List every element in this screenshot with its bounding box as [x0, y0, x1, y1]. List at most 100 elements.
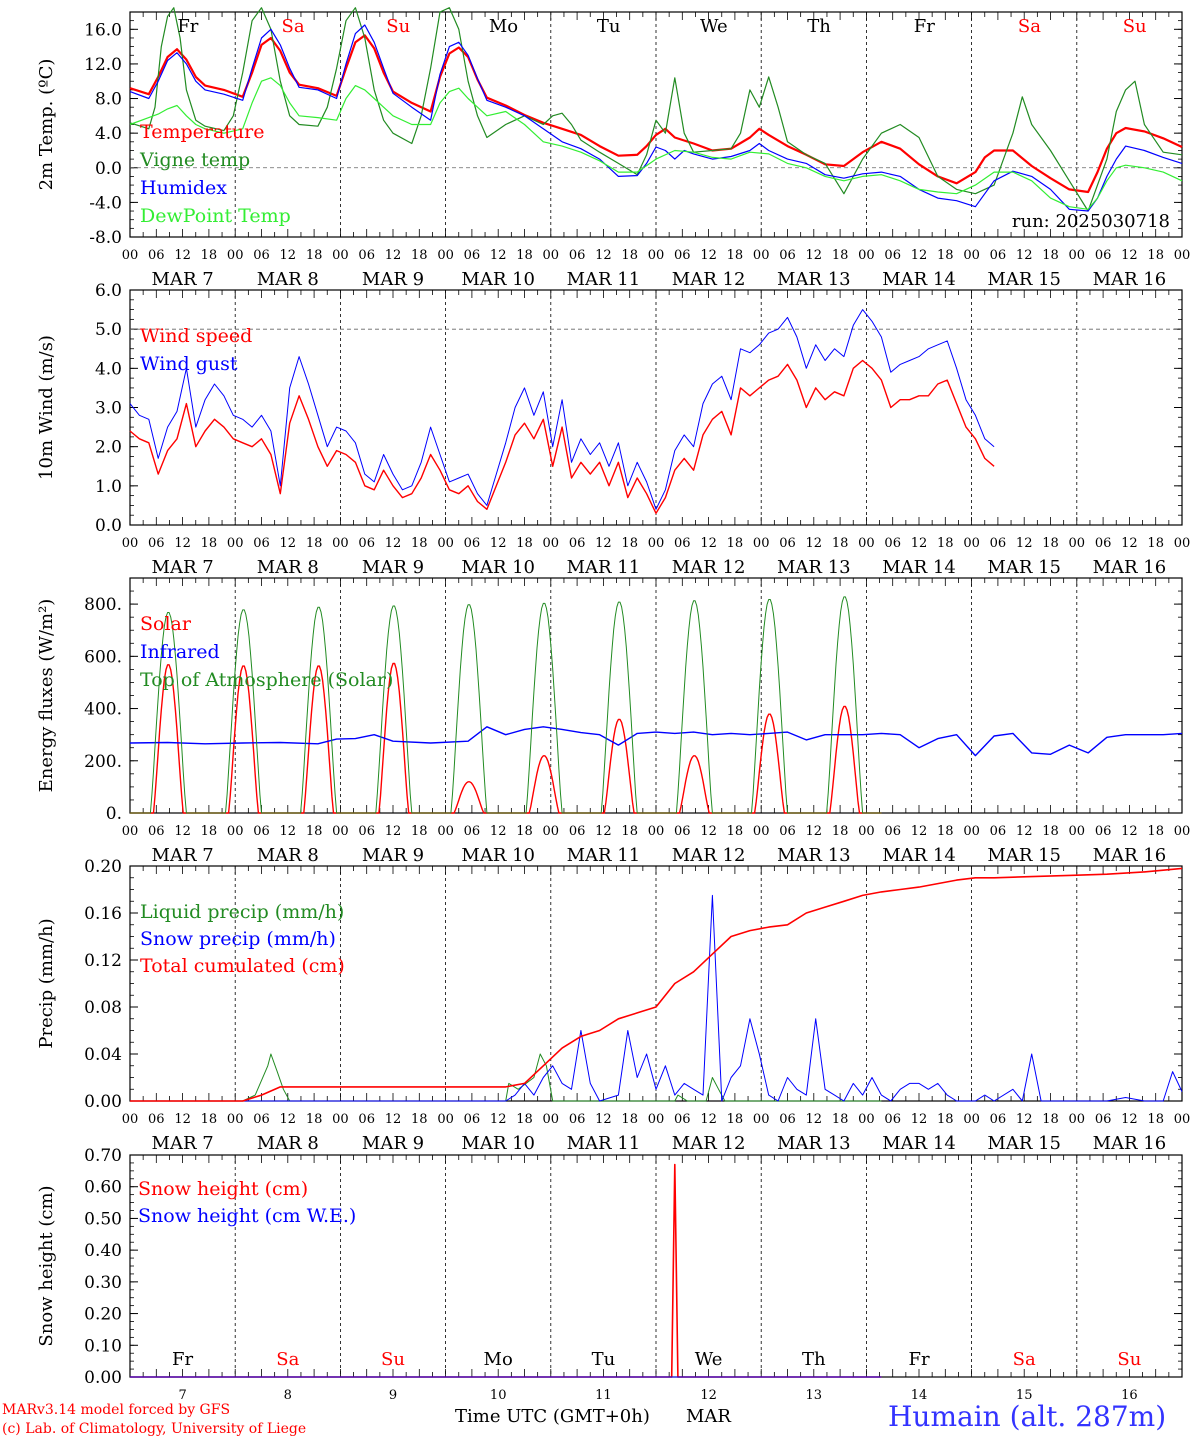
y-tick-label: 0.00 [84, 1092, 122, 1112]
hour-tick-label: 18 [832, 824, 849, 839]
hour-tick-label: 06 [253, 1112, 270, 1127]
series-line [129, 24, 1183, 212]
hour-tick-label: 18 [1147, 824, 1164, 839]
y-tick-label: -8.0 [89, 228, 122, 248]
date-label: MAR 12 [672, 269, 746, 290]
hour-tick-label: 06 [253, 248, 270, 263]
hour-tick-label: 18 [516, 248, 533, 263]
hour-tick-label: 06 [779, 536, 796, 551]
hour-tick-label: 00 [1069, 248, 1086, 263]
date-label: MAR 8 [257, 557, 319, 578]
hour-tick-label: 18 [516, 824, 533, 839]
series-line [129, 34, 1183, 194]
date-label: MAR 14 [882, 269, 956, 290]
hour-tick-label: 12 [280, 248, 297, 263]
y-tick-label: 4.0 [95, 124, 122, 144]
hour-tick-label: 18 [411, 536, 428, 551]
y-tick-label: 0.16 [84, 904, 122, 924]
date-label: MAR 7 [152, 557, 214, 578]
hour-tick-label: 18 [832, 248, 849, 263]
hour-tick-label: 00 [1174, 248, 1191, 263]
hour-tick-label: 18 [937, 824, 954, 839]
hour-tick-label: 12 [700, 1112, 717, 1127]
y-tick-label: 800. [84, 595, 122, 615]
hour-tick-label: 18 [411, 1112, 428, 1127]
hour-tick-label: 00 [227, 824, 244, 839]
y-tick-label: 0.50 [84, 1209, 122, 1229]
y-tick-label: 200. [84, 752, 122, 772]
panel-5: 0.70 0.60 0.50 0.40 0.30 0.20 0.10 0.00 Snow hei… [36, 1146, 1183, 1403]
hour-tick-label: 18 [306, 824, 323, 839]
hour-tick-label: 00 [122, 248, 139, 263]
legend-entry: Solar [140, 613, 192, 635]
hour-tick-label: 00 [1174, 824, 1191, 839]
y-tick-label: 4.0 [95, 359, 122, 379]
date-label: MAR 12 [672, 1133, 746, 1154]
day-name-label: Su [381, 1349, 405, 1370]
hour-tick-label: 06 [674, 824, 691, 839]
hour-tick-label: 00 [753, 1112, 770, 1127]
hour-tick-label: 06 [148, 824, 165, 839]
legend-entry: Total cumulated (cm) [140, 955, 345, 977]
hour-tick-label: 12 [280, 824, 297, 839]
y-tick-label: 600. [84, 647, 122, 667]
hour-tick-label: 00 [122, 824, 139, 839]
hour-tick-label: 18 [937, 1112, 954, 1127]
hour-tick-label: 18 [1042, 824, 1059, 839]
hour-tick-label: 18 [306, 1112, 323, 1127]
hour-tick-label: 00 [858, 248, 875, 263]
y-tick-label: 0.40 [84, 1241, 122, 1261]
date-label: 13 [806, 1388, 823, 1403]
hour-tick-label: 18 [727, 1112, 744, 1127]
date-label: MAR 9 [362, 1133, 424, 1154]
hour-tick-label: 00 [332, 536, 349, 551]
day-name-label: Tu [592, 1349, 616, 1370]
hour-tick-label: 00 [437, 1112, 454, 1127]
legend-entry: Wind speed [140, 325, 252, 347]
hour-tick-label: 18 [621, 248, 638, 263]
hour-tick-label: 18 [1042, 1112, 1059, 1127]
hour-tick-label: 06 [990, 248, 1007, 263]
y-tick-label: 400. [84, 700, 122, 720]
hour-tick-label: 06 [148, 1112, 165, 1127]
hour-tick-label: 18 [306, 536, 323, 551]
date-label: MAR 10 [461, 269, 535, 290]
day-name-label: Sa [1013, 1349, 1036, 1370]
hour-tick-label: 18 [1147, 248, 1164, 263]
y-tick-label: 2.0 [95, 438, 122, 458]
date-label: MAR 7 [152, 269, 214, 290]
date-label: MAR 12 [672, 845, 746, 866]
y-tick-label: 0.00 [84, 1368, 122, 1388]
date-label: MAR 10 [461, 845, 535, 866]
hour-tick-label: 12 [1121, 824, 1138, 839]
hour-tick-label: 00 [122, 1112, 139, 1127]
hour-tick-label: 12 [280, 1112, 297, 1127]
day-name-label: We [700, 16, 728, 37]
date-label: MAR 11 [567, 1133, 641, 1154]
series-line [129, 309, 995, 510]
hour-tick-label: 06 [1095, 248, 1112, 263]
y-axis-label: Energy fluxes (W/m²) [36, 599, 57, 793]
hour-tick-label: 00 [1069, 824, 1086, 839]
day-name-label: We [695, 1349, 723, 1370]
hour-tick-label: 00 [963, 248, 980, 263]
hour-tick-label: 06 [884, 248, 901, 263]
date-label: 15 [1016, 1388, 1033, 1403]
y-tick-label: 0.12 [84, 951, 122, 971]
hour-tick-label: 12 [1016, 248, 1033, 263]
hour-tick-label: 18 [306, 248, 323, 263]
legend-entry: Snow height (cm) [138, 1178, 308, 1200]
model-credit: MARv3.14 model forced by GFS [2, 1402, 231, 1418]
hour-tick-label: 18 [937, 248, 954, 263]
series-line [129, 726, 1183, 757]
hour-tick-label: 12 [911, 824, 928, 839]
hour-tick-label: 12 [595, 536, 612, 551]
hour-tick-label: 12 [280, 536, 297, 551]
hour-tick-label: 06 [990, 536, 1007, 551]
legend-entry: Snow height (cm W.E.) [138, 1205, 356, 1227]
hour-tick-label: 00 [1174, 536, 1191, 551]
hour-tick-label: 00 [543, 248, 560, 263]
y-tick-label: 0.70 [84, 1146, 122, 1166]
y-axis-label: Snow height (cm) [36, 1185, 57, 1346]
hour-tick-label: 12 [174, 824, 191, 839]
